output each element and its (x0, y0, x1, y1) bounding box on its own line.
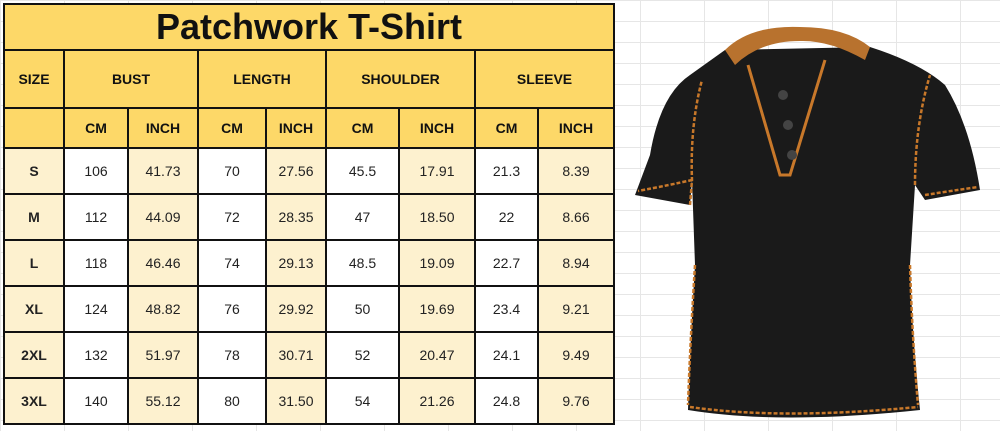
shoulder-header: SHOULDER (325, 49, 476, 109)
value-cell: 54 (325, 377, 400, 425)
table-row: XL 124 48.82 76 29.92 50 19.69 23.4 9.21 (3, 285, 615, 333)
value-cell: 55.12 (127, 377, 199, 425)
value-cell: 22 (474, 193, 539, 241)
unit-header: INCH (398, 107, 476, 149)
value-cell: 76 (197, 285, 267, 333)
value-cell: 27.56 (265, 147, 327, 195)
size-cell: 3XL (3, 377, 65, 425)
value-cell: 118 (63, 239, 129, 287)
value-cell: 24.8 (474, 377, 539, 425)
size-cell: 2XL (3, 331, 65, 379)
size-header: SIZE (3, 49, 65, 109)
value-cell: 72 (197, 193, 267, 241)
bust-header: BUST (63, 49, 199, 109)
value-cell: 23.4 (474, 285, 539, 333)
unit-header: CM (325, 107, 400, 149)
value-cell: 9.21 (537, 285, 615, 333)
value-cell: 29.13 (265, 239, 327, 287)
unit-header: INCH (127, 107, 199, 149)
size-cell: XL (3, 285, 65, 333)
sleeve-header: SLEEVE (474, 49, 615, 109)
value-cell: 22.7 (474, 239, 539, 287)
value-cell: 24.1 (474, 331, 539, 379)
size-cell: L (3, 239, 65, 287)
value-cell: 8.94 (537, 239, 615, 287)
value-cell: 8.66 (537, 193, 615, 241)
value-cell: 45.5 (325, 147, 400, 195)
value-cell: 112 (63, 193, 129, 241)
value-cell: 9.49 (537, 331, 615, 379)
size-cell: S (3, 147, 65, 195)
table-row: 3XL 140 55.12 80 31.50 54 21.26 24.8 9.76 (3, 377, 615, 425)
length-header: LENGTH (197, 49, 327, 109)
value-cell: 52 (325, 331, 400, 379)
size-chart-table: Patchwork T-Shirt SIZE BUST LENGTH SHOUL… (3, 3, 615, 425)
value-cell: 80 (197, 377, 267, 425)
unit-header: CM (63, 107, 129, 149)
value-cell: 51.97 (127, 331, 199, 379)
value-cell: 140 (63, 377, 129, 425)
value-cell: 74 (197, 239, 267, 287)
value-cell: 30.71 (265, 331, 327, 379)
value-cell: 20.47 (398, 331, 476, 379)
value-cell: 50 (325, 285, 400, 333)
table-row: 2XL 132 51.97 78 30.71 52 20.47 24.1 9.49 (3, 331, 615, 379)
value-cell: 47 (325, 193, 400, 241)
table-row: S 106 41.73 70 27.56 45.5 17.91 21.3 8.39 (3, 147, 615, 195)
value-cell: 41.73 (127, 147, 199, 195)
value-cell: 78 (197, 331, 267, 379)
empty-cell (3, 107, 65, 149)
value-cell: 70 (197, 147, 267, 195)
value-cell: 8.39 (537, 147, 615, 195)
value-cell: 19.09 (398, 239, 476, 287)
table-row: L 118 46.46 74 29.13 48.5 19.09 22.7 8.94 (3, 239, 615, 287)
value-cell: 31.50 (265, 377, 327, 425)
unit-header: INCH (537, 107, 615, 149)
value-cell: 19.69 (398, 285, 476, 333)
value-cell: 48.5 (325, 239, 400, 287)
chart-title: Patchwork T-Shirt (3, 3, 615, 51)
tshirt-image (635, 26, 980, 418)
value-cell: 124 (63, 285, 129, 333)
value-cell: 21.26 (398, 377, 476, 425)
value-cell: 17.91 (398, 147, 476, 195)
value-cell: 48.82 (127, 285, 199, 333)
value-cell: 29.92 (265, 285, 327, 333)
value-cell: 132 (63, 331, 129, 379)
unit-header: CM (474, 107, 539, 149)
value-cell: 46.46 (127, 239, 199, 287)
value-cell: 18.50 (398, 193, 476, 241)
value-cell: 28.35 (265, 193, 327, 241)
value-cell: 106 (63, 147, 129, 195)
unit-header: INCH (265, 107, 327, 149)
value-cell: 21.3 (474, 147, 539, 195)
value-cell: 44.09 (127, 193, 199, 241)
unit-header: CM (197, 107, 267, 149)
table-row: M 112 44.09 72 28.35 47 18.50 22 8.66 (3, 193, 615, 241)
size-cell: M (3, 193, 65, 241)
value-cell: 9.76 (537, 377, 615, 425)
